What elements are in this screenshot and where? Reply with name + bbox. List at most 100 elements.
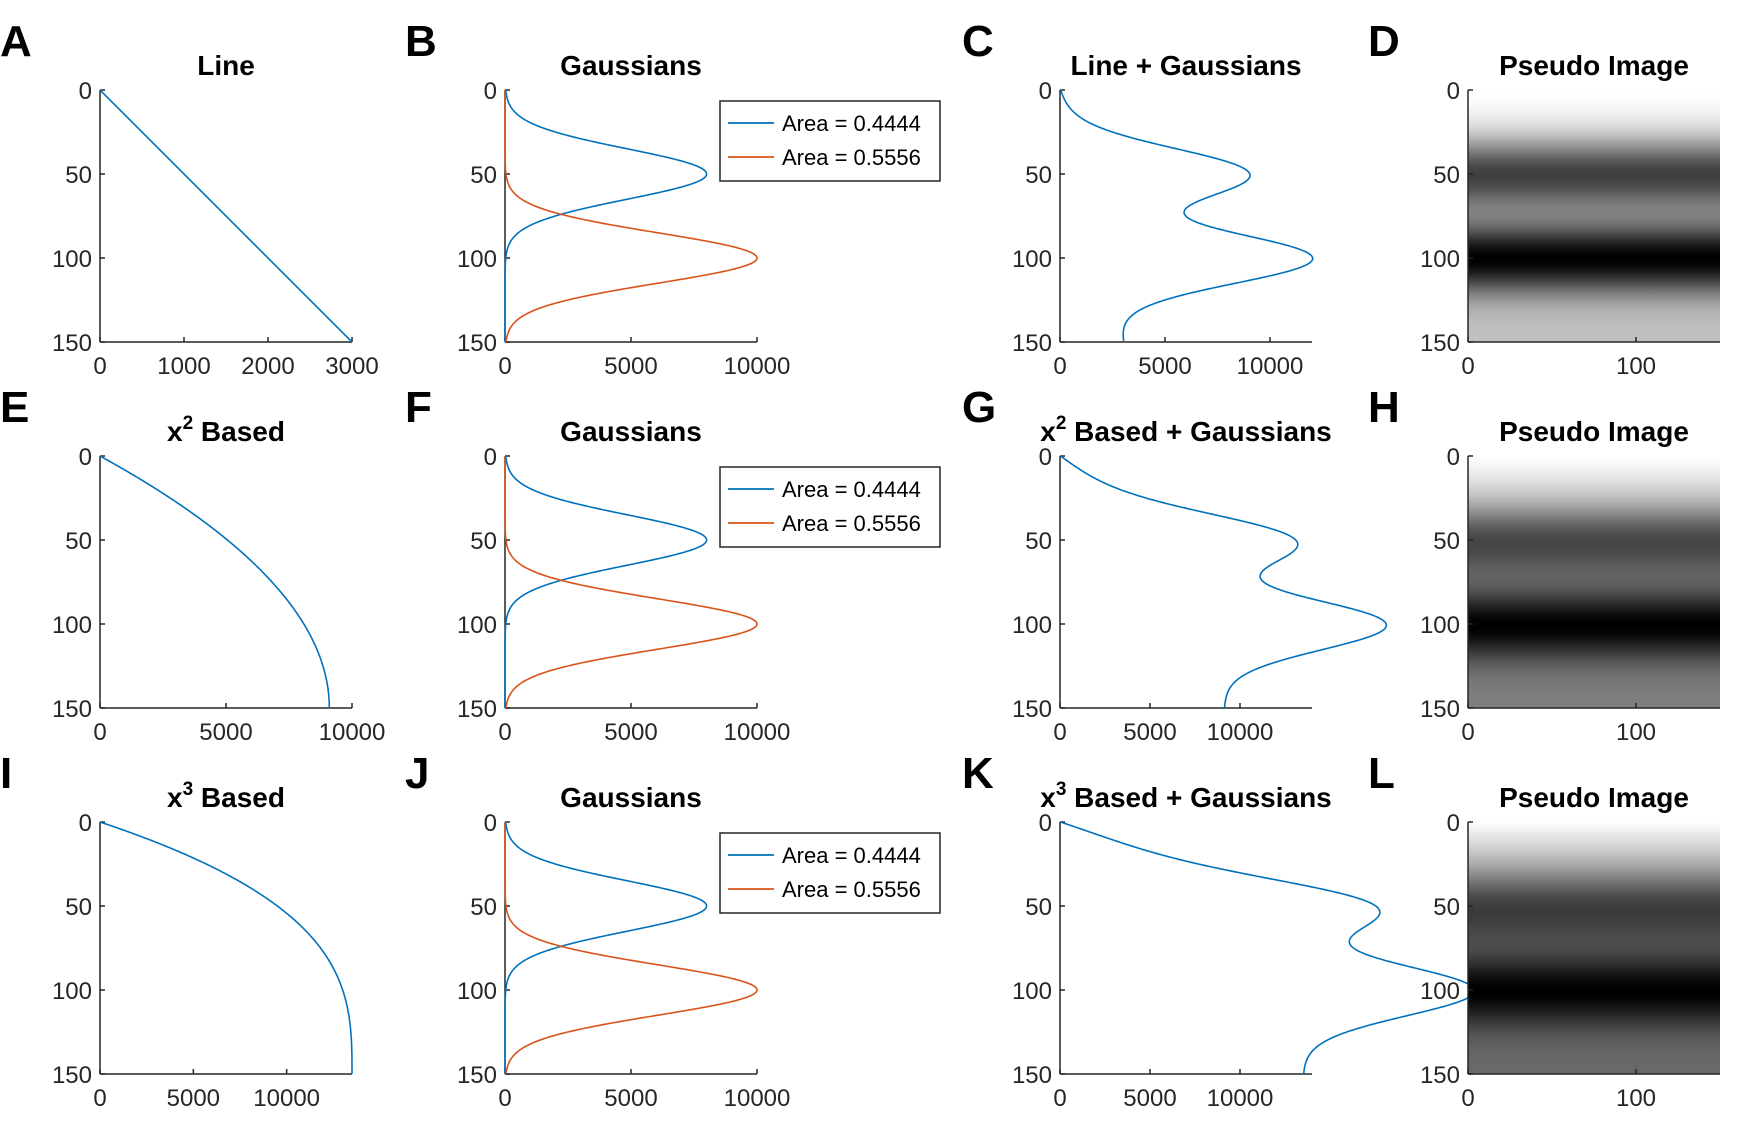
x-tick-label: 0	[1053, 1085, 1066, 1112]
y-tick-label: 50	[65, 162, 92, 189]
panel-title: Pseudo Image	[1499, 782, 1689, 813]
legend-label: Area = 0.4444	[782, 477, 921, 502]
x-tick-label: 5000	[1138, 353, 1191, 380]
title-base: x	[167, 782, 183, 813]
y-tick-label: 0	[484, 810, 497, 837]
y-tick-label: 100	[52, 612, 92, 639]
series-line-1	[1059, 89, 1314, 343]
y-tick-label: 0	[1039, 78, 1052, 105]
panel-title: x2 Based + Gaussians	[1040, 413, 1332, 447]
x-tick-label: 10000	[1207, 1085, 1274, 1112]
panel-j: J Gaussians 0 5000 10000 0 50 100 150 Area = 0.44…	[405, 749, 941, 1112]
panel-d: D Pseudo Image 0 100 0 50 100 150	[1368, 17, 1720, 380]
x-tick-label: 0	[498, 1085, 511, 1112]
pseudo-image	[1468, 90, 1720, 342]
y-tick-label: 150	[1420, 696, 1460, 723]
y-tick-label: 150	[457, 1062, 497, 1089]
panel-letter: K	[962, 749, 994, 798]
title-rest: Based + Gaussians	[1066, 782, 1331, 813]
y-tick-label: 0	[1447, 444, 1460, 471]
panel-letter: B	[405, 17, 437, 66]
x-tick-label: 0	[93, 1085, 106, 1112]
x-tick-label: 10000	[1207, 719, 1274, 746]
legend-label: Area = 0.5556	[782, 145, 921, 170]
panel-title: Gaussians	[560, 50, 702, 81]
y-tick-label: 150	[1012, 330, 1052, 357]
legend-label: Area = 0.5556	[782, 877, 921, 902]
y-tick-label: 50	[1025, 528, 1052, 555]
panel-letter: G	[962, 383, 996, 432]
x-tick-label: 5000	[604, 353, 657, 380]
panel-title: x2 Based	[167, 413, 285, 447]
x-tick-label: 5000	[1123, 719, 1176, 746]
x-tick-label: 0	[93, 719, 106, 746]
x-tick-label: 100	[1616, 1085, 1656, 1112]
panel-title: Line	[197, 50, 255, 81]
panel-f: F Gaussians 0 5000 10000 0 50 100 150 Area = 0.44…	[405, 383, 941, 746]
y-tick-label: 100	[1420, 612, 1460, 639]
series-line-2	[504, 822, 758, 1075]
y-tick-label: 100	[457, 612, 497, 639]
x-tick-label: 100	[1616, 719, 1656, 746]
title-rest: Based + Gaussians	[1066, 416, 1331, 447]
series-line-1	[1060, 821, 1476, 1075]
x-tick-label: 5000	[604, 719, 657, 746]
series-line-1	[1060, 455, 1388, 709]
y-tick-label: 150	[1012, 1062, 1052, 1089]
title-base: x	[1040, 782, 1056, 813]
x-tick-label: 0	[1053, 719, 1066, 746]
panel-a: A Line 0 1000 2000 3000 0 50 100 150	[0, 17, 379, 380]
panel-letter: H	[1368, 383, 1400, 432]
y-tick-label: 50	[1433, 894, 1460, 921]
legend-label: Area = 0.4444	[782, 111, 921, 136]
legend: Area = 0.4444 Area = 0.5556	[719, 466, 941, 548]
y-tick-label: 150	[52, 696, 92, 723]
series-line-1	[504, 89, 708, 342]
y-tick-label: 0	[1447, 78, 1460, 105]
x-tick-label: 0	[1461, 1085, 1474, 1112]
y-tick-label: 50	[470, 894, 497, 921]
y-tick-label: 100	[1012, 978, 1052, 1005]
panel-title: Line + Gaussians	[1070, 50, 1301, 81]
panel-title: Gaussians	[560, 782, 702, 813]
panel-l: L Pseudo Image 0 100 0 50 100 150	[1368, 749, 1720, 1112]
panel-h: H Pseudo Image 0 100 0 50 100 150	[1368, 383, 1720, 746]
title-exponent: 3	[1056, 779, 1067, 800]
legend: Area = 0.4444 Area = 0.5556	[719, 100, 941, 182]
y-tick-label: 0	[1039, 810, 1052, 837]
series-line-1	[99, 821, 353, 1074]
y-tick-label: 150	[1420, 1062, 1460, 1089]
panel-letter: A	[0, 17, 32, 66]
panel-c: C Line + Gaussians 0 5000 10000 0 50 100 150	[962, 17, 1314, 380]
x-tick-label: 10000	[1237, 353, 1304, 380]
y-tick-label: 150	[52, 1062, 92, 1089]
title-exponent: 2	[1056, 413, 1067, 434]
y-tick-label: 100	[1420, 246, 1460, 273]
y-tick-label: 50	[1025, 894, 1052, 921]
y-tick-label: 50	[1433, 528, 1460, 555]
legend-box	[719, 832, 941, 914]
pseudo-image	[1468, 822, 1720, 1074]
series-line-2	[504, 90, 758, 343]
x-tick-label: 10000	[319, 719, 386, 746]
y-tick-label: 150	[1420, 330, 1460, 357]
title-exponent: 2	[183, 413, 194, 434]
legend-label: Area = 0.4444	[782, 843, 921, 868]
panel-letter: I	[0, 749, 12, 798]
x-tick-label: 100	[1616, 353, 1656, 380]
panel-b: B Gaussians 0 5000 10000 0 50 100 150 Area = 0.44…	[405, 17, 941, 380]
panel-letter: D	[1368, 17, 1400, 66]
y-tick-label: 0	[1447, 810, 1460, 837]
x-tick-label: 5000	[1123, 1085, 1176, 1112]
title-rest: Based	[193, 782, 285, 813]
panel-title: Pseudo Image	[1499, 416, 1689, 447]
series-line-1	[504, 455, 708, 708]
legend-label: Area = 0.5556	[782, 511, 921, 536]
y-tick-label: 150	[52, 330, 92, 357]
legend: Area = 0.4444 Area = 0.5556	[719, 832, 941, 914]
panel-letter: L	[1368, 749, 1395, 798]
y-tick-label: 0	[79, 810, 92, 837]
